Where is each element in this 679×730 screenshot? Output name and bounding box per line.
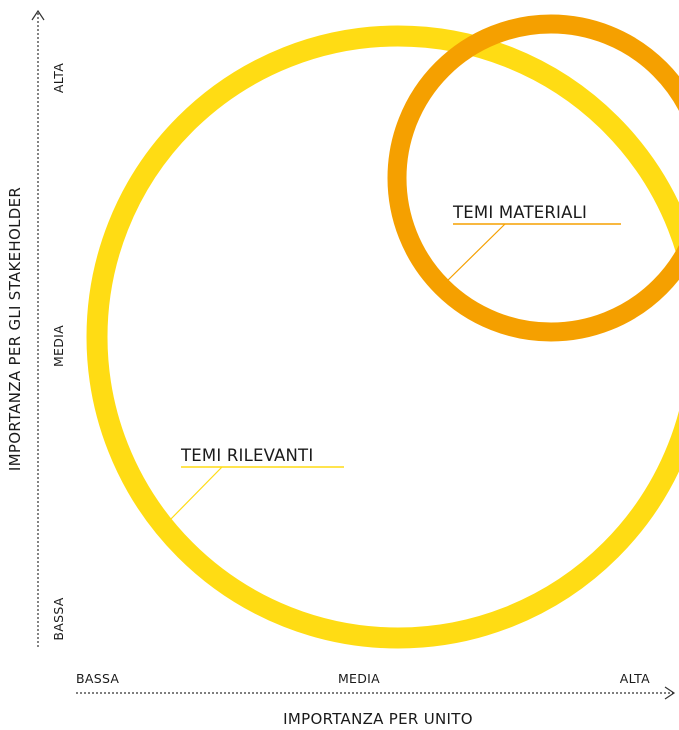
y-tick-alta: ALTA [51, 63, 66, 93]
temi-materiali-leader [441, 223, 506, 287]
x-axis-title: IMPORTANZA PER UNITO [283, 710, 473, 728]
y-tick-bassa: BASSA [51, 597, 66, 640]
temi-materiali-label: TEMI MATERIALI [452, 203, 587, 222]
x-tick-alta: ALTA [620, 671, 650, 686]
x-axis: BASSA MEDIA ALTA IMPORTANZA PER UNITO [76, 671, 676, 728]
temi-materiali-ring [387, 14, 679, 342]
callout-temi-materiali: TEMI MATERIALI [441, 203, 621, 287]
x-tick-bassa: BASSA [76, 671, 119, 686]
x-tick-media: MEDIA [338, 671, 380, 686]
y-axis-title: IMPORTANZA PER GLI STAKEHOLDER [6, 187, 24, 471]
y-tick-media: MEDIA [51, 325, 66, 367]
rings-group [86, 14, 679, 649]
y-axis: IMPORTANZA PER GLI STAKEHOLDER BASSA MED… [6, 9, 66, 647]
y-axis-arrow [31, 9, 45, 21]
temi-rilevanti-label: TEMI RILEVANTI [180, 446, 313, 465]
temi-rilevanti-ring [86, 25, 679, 649]
temi-rilevanti-leader [165, 466, 223, 525]
callout-temi-rilevanti: TEMI RILEVANTI [165, 446, 344, 525]
x-axis-arrow [664, 686, 676, 700]
